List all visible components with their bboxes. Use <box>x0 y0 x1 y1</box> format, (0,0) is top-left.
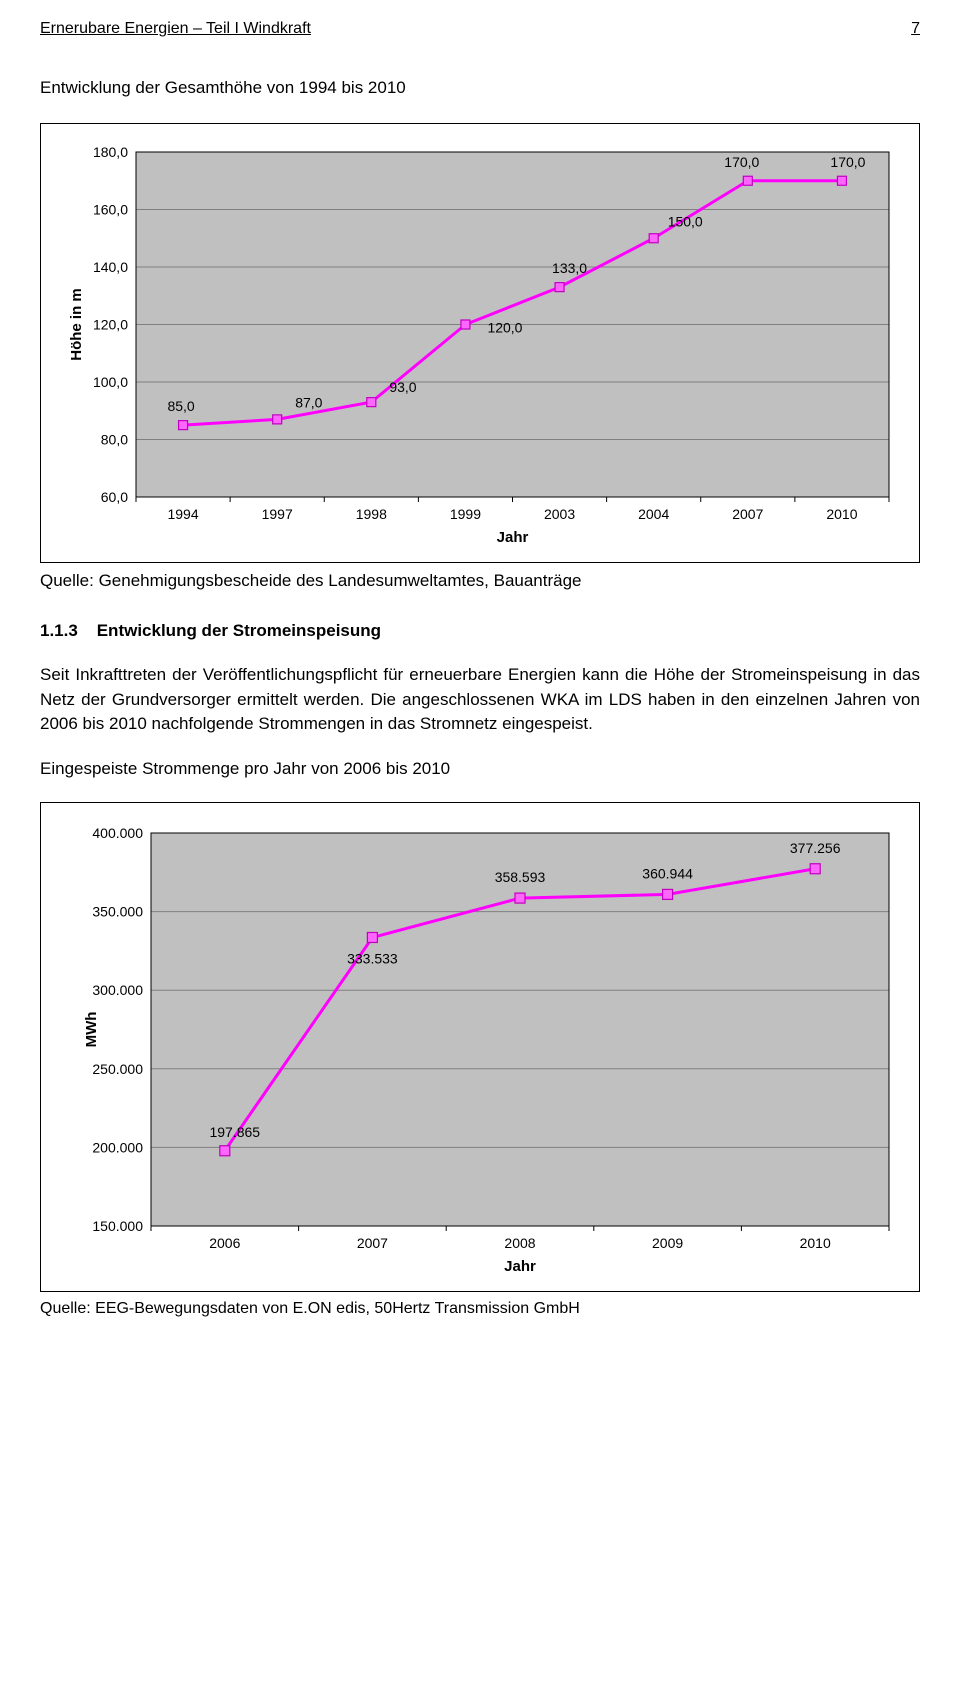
svg-text:358.593: 358.593 <box>495 869 546 885</box>
svg-text:160,0: 160,0 <box>93 202 128 218</box>
chart1-container: 60,0 80,0 100,0 120,0 140,0 160,0 180,0 1994 199… <box>40 123 920 563</box>
subsection-heading: 1.1.3 Entwicklung der Stromeinspeisung <box>40 621 920 641</box>
svg-text:377.256: 377.256 <box>790 839 841 855</box>
svg-text:170,0: 170,0 <box>830 154 865 170</box>
svg-text:2006: 2006 <box>209 1235 240 1251</box>
header-left: Ernerubare Energien – Teil I Windkraft <box>40 20 311 38</box>
svg-text:2004: 2004 <box>638 506 669 522</box>
svg-text:1999: 1999 <box>450 506 481 522</box>
chart2-source: Quelle: EEG-Bewegungsdaten von E.ON edis… <box>40 1300 920 1318</box>
svg-text:100,0: 100,0 <box>93 374 128 390</box>
page-header: Ernerubare Energien – Teil I Windkraft 7 <box>40 20 920 38</box>
paragraph-1: Seit Inkrafttreten der Veröffentlichungs… <box>40 663 920 737</box>
page-number: 7 <box>911 20 920 38</box>
chart2: 150.000 200.000 250.000 300.000 350.000 400.0… <box>51 821 909 1281</box>
chart2-container: 150.000 200.000 250.000 300.000 350.000 400.0… <box>40 802 920 1292</box>
svg-text:2010: 2010 <box>800 1235 831 1251</box>
subsection-title: Entwicklung der Stromeinspeisung <box>97 621 381 640</box>
svg-text:180,0: 180,0 <box>93 144 128 160</box>
svg-text:2009: 2009 <box>652 1235 683 1251</box>
svg-text:2007: 2007 <box>357 1235 388 1251</box>
svg-text:80,0: 80,0 <box>101 432 128 448</box>
paragraph-2: Eingespeiste Strommenge pro Jahr von 200… <box>40 757 920 782</box>
svg-text:2003: 2003 <box>544 506 575 522</box>
chart1: 60,0 80,0 100,0 120,0 140,0 160,0 180,0 1994 199… <box>51 142 909 552</box>
svg-text:1994: 1994 <box>167 506 198 522</box>
svg-text:2007: 2007 <box>732 506 763 522</box>
svg-text:1997: 1997 <box>262 506 293 522</box>
chart1-source: Quelle: Genehmigungsbescheide des Landes… <box>40 571 920 591</box>
svg-text:87,0: 87,0 <box>295 394 322 410</box>
svg-text:2008: 2008 <box>504 1235 535 1251</box>
svg-text:Jahr: Jahr <box>504 1258 536 1275</box>
chart1-title: Entwicklung der Gesamthöhe von 1994 bis … <box>40 78 920 98</box>
svg-text:Höhe in m: Höhe in m <box>68 288 85 361</box>
svg-text:MWh: MWh <box>83 1011 100 1047</box>
svg-text:60,0: 60,0 <box>101 489 128 505</box>
svg-text:200.000: 200.000 <box>92 1139 143 1155</box>
svg-text:2010: 2010 <box>826 506 857 522</box>
svg-text:140,0: 140,0 <box>93 259 128 275</box>
svg-text:150,0: 150,0 <box>668 213 703 229</box>
svg-text:Jahr: Jahr <box>497 529 529 546</box>
svg-text:360.944: 360.944 <box>642 865 693 881</box>
svg-text:170,0: 170,0 <box>724 154 759 170</box>
svg-text:1998: 1998 <box>356 506 387 522</box>
svg-text:197.865: 197.865 <box>209 1123 260 1139</box>
svg-text:300.000: 300.000 <box>92 982 143 998</box>
svg-text:93,0: 93,0 <box>389 379 416 395</box>
svg-text:350.000: 350.000 <box>92 903 143 919</box>
svg-text:400.000: 400.000 <box>92 825 143 841</box>
svg-text:85,0: 85,0 <box>167 398 194 414</box>
svg-text:333.533: 333.533 <box>347 950 398 966</box>
svg-text:150.000: 150.000 <box>92 1218 143 1234</box>
subsection-number: 1.1.3 <box>40 621 78 640</box>
svg-text:250.000: 250.000 <box>92 1060 143 1076</box>
svg-text:133,0: 133,0 <box>552 260 587 276</box>
svg-text:120,0: 120,0 <box>93 317 128 333</box>
svg-text:120,0: 120,0 <box>487 320 522 336</box>
